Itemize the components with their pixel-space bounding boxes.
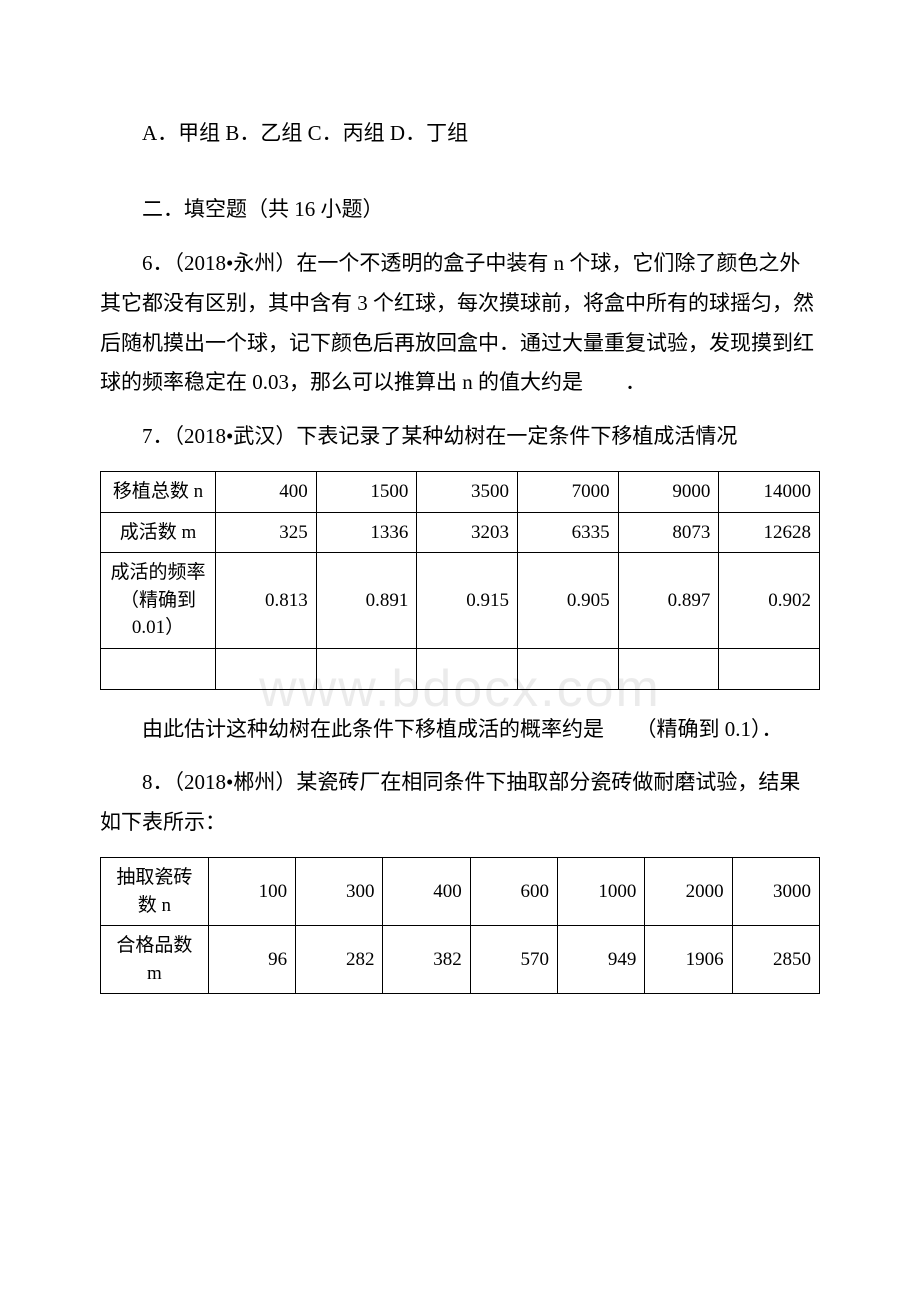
table-cell-empty — [417, 648, 518, 689]
table-cell-empty — [316, 648, 417, 689]
table-cell: 1000 — [558, 858, 645, 926]
table-cell: 0.902 — [719, 553, 820, 649]
question-8-intro: 8．（2018•郴州）某瓷砖厂在相同条件下抽取部分瓷砖做耐磨试验，结果如下表所示… — [100, 763, 820, 843]
table-cell: 3000 — [732, 858, 819, 926]
table-row-header: 移植总数 n — [101, 472, 216, 513]
table-q8: 抽取瓷砖数 n100300400600100020003000合格品数 m962… — [100, 857, 820, 994]
table-cell: 2850 — [732, 926, 819, 994]
table-q8-body: 抽取瓷砖数 n100300400600100020003000合格品数 m962… — [101, 858, 820, 994]
table-cell: 282 — [296, 926, 383, 994]
table-cell: 9000 — [618, 472, 719, 513]
table-cell: 0.891 — [316, 553, 417, 649]
table-row: 合格品数 m9628238257094919062850 — [101, 926, 820, 994]
section-2-heading: 二．填空题（共 16 小题） — [100, 190, 820, 230]
table-row: 抽取瓷砖数 n100300400600100020003000 — [101, 858, 820, 926]
table-row-empty — [101, 648, 820, 689]
table-cell: 96 — [208, 926, 295, 994]
table-cell: 949 — [558, 926, 645, 994]
table-cell: 12628 — [719, 512, 820, 553]
table-row-header: 成活的频率（精确到 0.01） — [101, 553, 216, 649]
table-cell: 300 — [296, 858, 383, 926]
table-cell-empty — [719, 648, 820, 689]
table-cell-empty — [101, 648, 216, 689]
table-cell: 0.915 — [417, 553, 518, 649]
table-cell: 7000 — [518, 472, 619, 513]
table-cell: 600 — [470, 858, 557, 926]
table-row: 移植总数 n400150035007000900014000 — [101, 472, 820, 513]
table-cell: 2000 — [645, 858, 732, 926]
table-cell: 325 — [216, 512, 317, 553]
table-cell-empty — [618, 648, 719, 689]
table-cell: 0.813 — [216, 553, 317, 649]
table-cell: 382 — [383, 926, 470, 994]
answer-options-line: A．甲组 B．乙组 C．丙组 D．丁组 — [100, 114, 820, 154]
table-cell: 8073 — [618, 512, 719, 553]
table-cell: 14000 — [719, 472, 820, 513]
table-cell: 3500 — [417, 472, 518, 513]
table-cell: 100 — [208, 858, 295, 926]
table-cell: 0.897 — [618, 553, 719, 649]
table-cell: 1500 — [316, 472, 417, 513]
table-cell: 400 — [216, 472, 317, 513]
question-7-after: 由此估计这种幼树在此条件下移植成活的概率约是 （精确到 0.1）． — [100, 710, 820, 750]
table-row-header: 合格品数 m — [101, 926, 209, 994]
question-7-intro: 7．（2018•武汉）下表记录了某种幼树在一定条件下移植成活情况 — [100, 417, 820, 457]
table-q7-body: 移植总数 n400150035007000900014000成活数 m32513… — [101, 472, 820, 689]
table-row: 成活的频率（精确到 0.01）0.8130.8910.9150.9050.897… — [101, 553, 820, 649]
document-page: www.bdocx.com A．甲组 B．乙组 C．丙组 D．丁组 二．填空题（… — [0, 0, 920, 1074]
table-cell: 6335 — [518, 512, 619, 553]
table-row-header: 成活数 m — [101, 512, 216, 553]
table-cell: 400 — [383, 858, 470, 926]
table-cell: 3203 — [417, 512, 518, 553]
table-q7: 移植总数 n400150035007000900014000成活数 m32513… — [100, 471, 820, 689]
table-cell: 0.905 — [518, 553, 619, 649]
table-cell: 570 — [470, 926, 557, 994]
table-row: 成活数 m325133632036335807312628 — [101, 512, 820, 553]
question-6-text: 6．（2018•永州）在一个不透明的盒子中装有 n 个球，它们除了颜色之外其它都… — [100, 244, 820, 404]
table-cell: 1336 — [316, 512, 417, 553]
table-cell-empty — [518, 648, 619, 689]
table-cell-empty — [216, 648, 317, 689]
table-cell: 1906 — [645, 926, 732, 994]
table-row-header: 抽取瓷砖数 n — [101, 858, 209, 926]
